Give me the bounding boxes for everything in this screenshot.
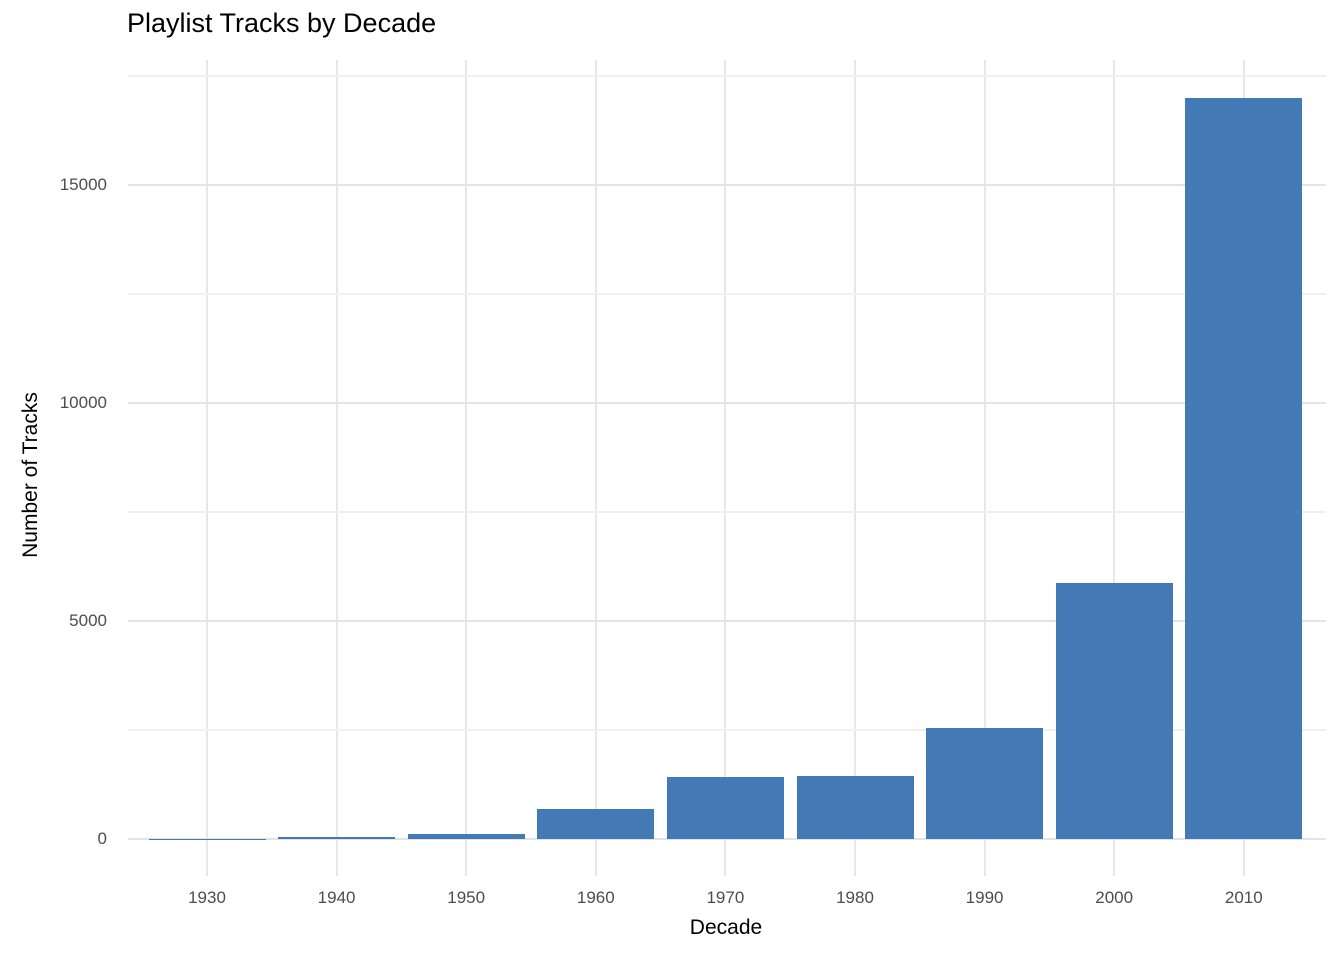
vertical-gridline — [335, 60, 338, 876]
vertical-gridline — [594, 60, 597, 876]
y-axis-title: Number of Tracks — [19, 392, 42, 558]
vertical-gridline — [1113, 60, 1116, 876]
minor-gridline — [128, 729, 1326, 731]
chart-title: Playlist Tracks by Decade — [127, 8, 437, 38]
minor-gridline — [128, 293, 1326, 295]
bar — [278, 837, 396, 839]
bar — [407, 834, 525, 839]
minor-gridline — [128, 511, 1326, 513]
bar — [666, 777, 784, 839]
bar — [1185, 97, 1303, 839]
x-tick-label: 1950 — [447, 888, 486, 907]
x-tick-label: 2010 — [1224, 888, 1263, 907]
x-tick-label: 1970 — [706, 888, 745, 907]
x-axis-title: Decade — [689, 916, 763, 939]
y-tick-label: 0 — [97, 829, 107, 848]
bar — [1055, 583, 1173, 839]
major-gridline — [128, 838, 1326, 840]
x-tick-label: 1960 — [576, 888, 615, 907]
minor-gridline — [128, 75, 1326, 77]
major-gridline — [128, 184, 1326, 186]
x-tick-label: 1990 — [965, 888, 1004, 907]
vertical-gridline — [465, 60, 468, 876]
bar — [537, 808, 655, 839]
y-tick-label: 5000 — [69, 611, 107, 630]
bar — [926, 727, 1044, 839]
bar — [796, 775, 914, 839]
y-tick-label: 15000 — [59, 175, 107, 194]
x-tick-label: 1980 — [836, 888, 874, 907]
major-gridline — [128, 402, 1326, 404]
x-tick-label: 1930 — [188, 888, 226, 907]
x-tick-label: 2000 — [1095, 888, 1134, 907]
x-tick-label: 1940 — [317, 888, 356, 907]
vertical-gridline — [724, 60, 727, 876]
vertical-gridline — [206, 60, 208, 876]
y-tick-label: 10000 — [59, 393, 107, 412]
major-gridline — [128, 620, 1326, 622]
vertical-gridline — [983, 60, 986, 876]
vertical-gridline — [854, 60, 856, 876]
